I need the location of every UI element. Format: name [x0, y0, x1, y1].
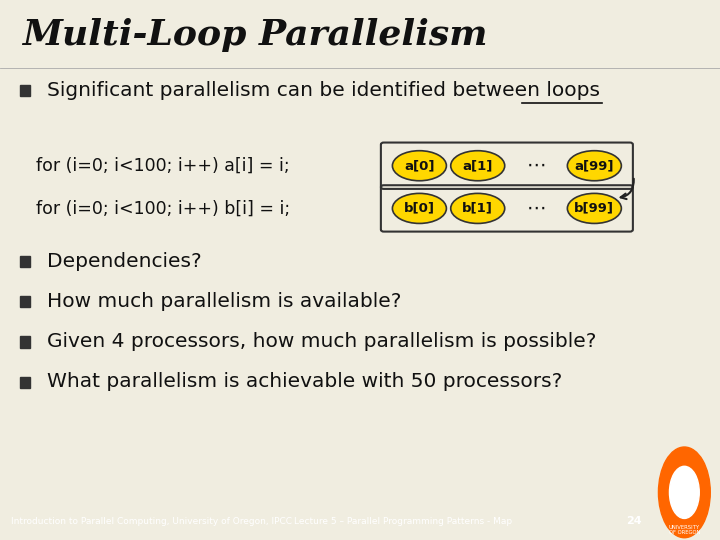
Text: Dependencies?: Dependencies?: [47, 252, 202, 271]
Text: b[1]: b[1]: [462, 202, 493, 215]
Text: ⋯: ⋯: [526, 199, 546, 218]
Ellipse shape: [451, 151, 505, 181]
Ellipse shape: [567, 151, 621, 181]
Text: a[99]: a[99]: [575, 159, 614, 172]
Text: for (i=0; i<100; i++) b[i] = i;: for (i=0; i<100; i++) b[i] = i;: [36, 199, 290, 218]
Ellipse shape: [451, 193, 505, 224]
Bar: [20, 296, 30, 307]
Text: Given 4 processors, how much parallelism is possible?: Given 4 processors, how much parallelism…: [47, 332, 596, 351]
Circle shape: [670, 466, 699, 518]
Ellipse shape: [392, 193, 446, 224]
Text: How much parallelism is available?: How much parallelism is available?: [47, 292, 401, 311]
Text: UNIVERSITY
OF OREGON: UNIVERSITY OF OREGON: [669, 525, 700, 536]
Bar: [20, 377, 30, 388]
Text: b[0]: b[0]: [404, 202, 435, 215]
Text: What parallelism is achievable with 50 processors?: What parallelism is achievable with 50 p…: [47, 372, 562, 391]
Text: a[0]: a[0]: [404, 159, 435, 172]
Bar: [20, 85, 30, 97]
Bar: [20, 336, 30, 348]
Text: 24: 24: [626, 516, 642, 526]
Text: Significant parallelism can be identified between loops: Significant parallelism can be identifie…: [47, 81, 600, 100]
Text: for (i=0; i<100; i++) a[i] = i;: for (i=0; i<100; i++) a[i] = i;: [36, 157, 289, 175]
Text: Introduction to Parallel Computing, University of Oregon, IPCC: Introduction to Parallel Computing, Univ…: [11, 517, 292, 525]
Text: Multi-Loop Parallelism: Multi-Loop Parallelism: [22, 18, 487, 52]
Ellipse shape: [567, 193, 621, 224]
Text: b[99]: b[99]: [575, 202, 614, 215]
Circle shape: [659, 447, 710, 538]
Text: ⋯: ⋯: [526, 156, 546, 175]
Text: a[1]: a[1]: [462, 159, 493, 172]
Text: Lecture 5 – Parallel Programming Patterns - Map: Lecture 5 – Parallel Programming Pattern…: [294, 517, 512, 525]
Bar: [20, 256, 30, 267]
Ellipse shape: [392, 151, 446, 181]
